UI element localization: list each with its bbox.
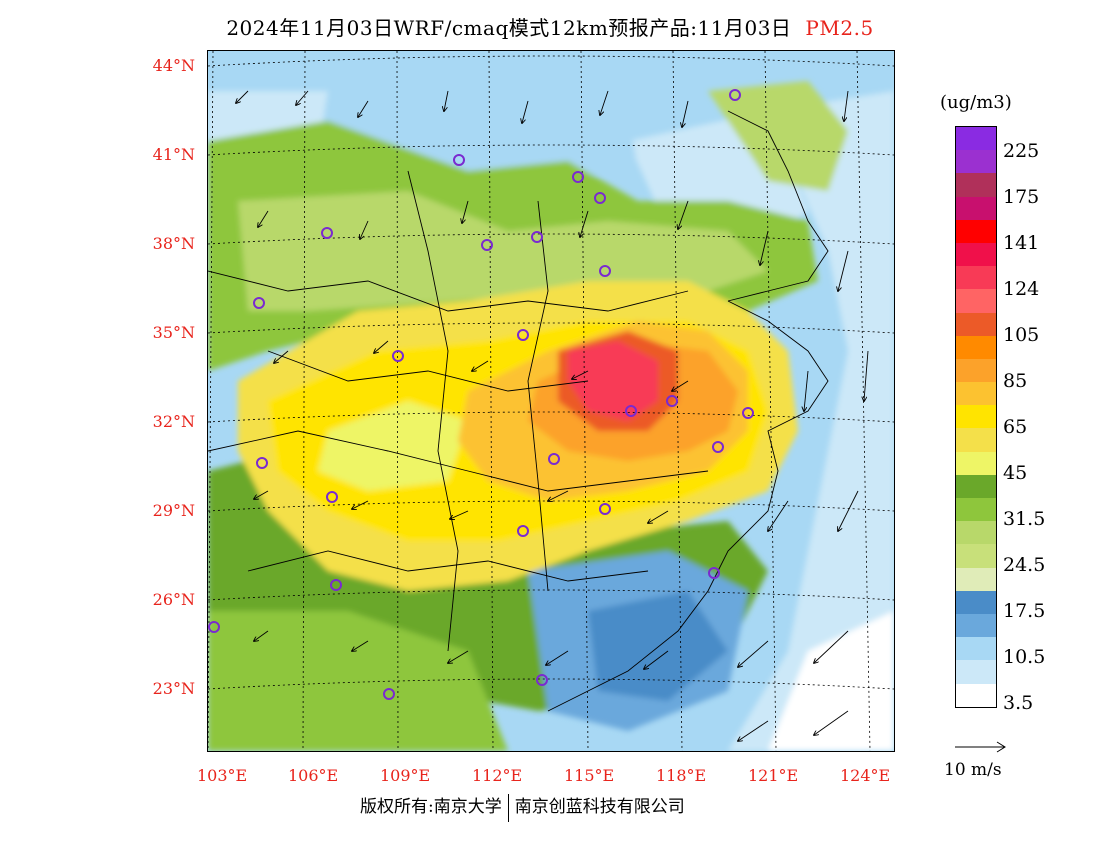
colorbar-label-10-5: 10.5 [1003,646,1046,668]
colorbar-label-3-5: 3.5 [1003,692,1034,714]
colorbar-swatch [956,150,996,174]
station-markers [208,89,754,700]
colorbar-label-85: 85 [1003,370,1028,392]
colorbar-swatch [956,544,996,568]
copyright-right: 南京创蓝科技有限公司 [514,797,685,817]
colorbar-swatch [956,242,996,267]
colorbar-label-31-5: 31.5 [1003,508,1046,530]
colorbar-swatch [956,335,996,359]
pm25-map [207,50,895,752]
colorbar-swatch [956,660,996,684]
lon-label-121: 121°E [748,766,799,785]
colorbar-label-105: 105 [1003,324,1040,346]
boundaries [208,110,829,712]
map-title-main: 2024年11月03日WRF/cmaq模式12km预报产品:11月03日 [226,16,792,40]
colorbar-unit: (ug/m3) [940,92,1012,113]
lat-label-38: 38°N [152,234,195,253]
lon-label-112: 112°E [472,766,523,785]
footer-divider [507,793,509,822]
colorbar-swatch [956,405,996,429]
copyright-left: 版权所有:南京大学 [360,797,502,817]
lon-label-124: 124°E [840,766,891,785]
colorbar-swatch [956,590,996,614]
colorbar-swatch [956,521,996,545]
concentration-field [208,81,894,751]
lon-label-106: 106°E [288,766,339,785]
colorbar [955,126,997,708]
colorbar-swatch [956,173,996,197]
graticule [208,51,894,751]
colorbar-swatch [956,451,996,475]
copyright-footer: 版权所有:南京大学 南京创蓝科技有限公司 [360,792,685,822]
colorbar-label-141: 141 [1003,232,1040,254]
lon-label-109: 109°E [380,766,431,785]
colorbar-label-45: 45 [1003,462,1028,484]
colorbar-label-124: 124 [1003,278,1040,300]
lat-label-29: 29°N [152,501,195,520]
wind-scale-label: 10 m/s [944,760,1002,780]
colorbar-label-24-5: 24.5 [1003,554,1046,576]
lon-label-103: 103°E [197,766,248,785]
lat-label-44: 44°N [152,56,195,75]
colorbar-swatch [956,474,996,498]
colorbar-swatch [956,613,996,638]
colorbar-swatch [956,127,996,151]
colorbar-label-17-5: 17.5 [1003,600,1046,622]
colorbar-swatch [956,219,996,243]
pm25-map-canvas [208,51,894,751]
colorbar-swatch [956,567,996,591]
colorbar-swatch [956,382,996,406]
wind-vectors [236,90,869,741]
map-title-variable: PM2.5 [805,16,874,40]
colorbar-label-65: 65 [1003,416,1028,438]
lat-label-41: 41°N [152,145,195,164]
lon-label-115: 115°E [564,766,615,785]
lat-label-35: 35°N [152,323,195,342]
map-title: 2024年11月03日WRF/cmaq模式12km预报产品:11月03日 PM2.… [0,12,1100,41]
lon-label-118: 118°E [656,766,707,785]
colorbar-label-175: 175 [1003,186,1040,208]
colorbar-swatch [956,312,996,336]
colorbar-swatch [956,428,996,452]
colorbar-swatch [956,196,996,220]
colorbar-swatch [956,289,996,313]
colorbar-label-225: 225 [1003,140,1040,162]
wind-scale-arrow [955,741,1006,753]
colorbar-swatch [956,683,996,707]
colorbar-swatch [956,358,996,383]
colorbar-swatch [956,498,996,522]
lat-label-26: 26°N [152,590,195,609]
colorbar-swatch [956,266,996,290]
lat-label-32: 32°N [152,412,195,431]
lat-label-23: 23°N [152,679,195,698]
colorbar-swatch [956,637,996,661]
